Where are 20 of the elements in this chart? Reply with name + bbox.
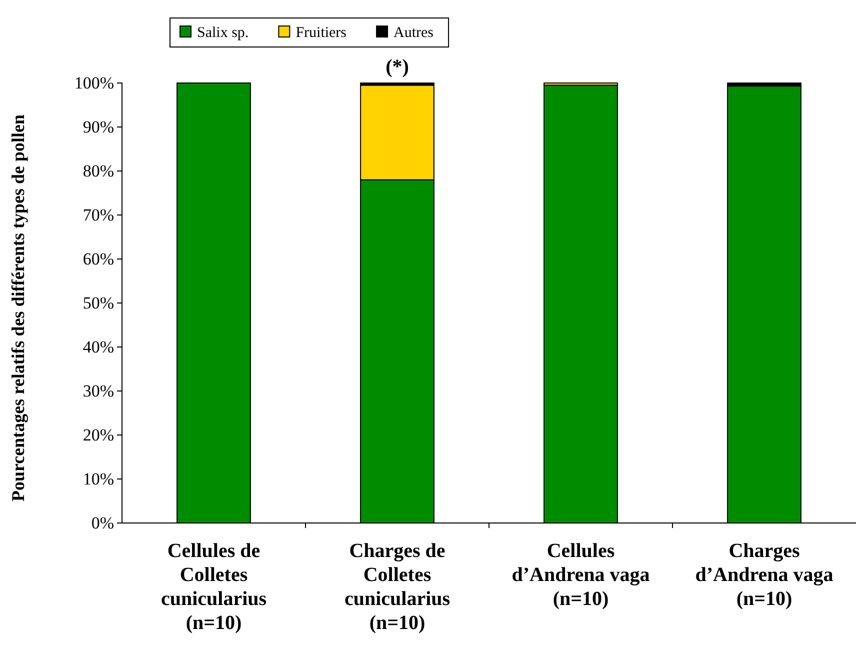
y-tick-label: 60% <box>82 249 114 268</box>
x-tick-label: Charges d’Andrena vaga (n=10) <box>695 540 834 610</box>
y-tick-label: 20% <box>82 425 114 444</box>
y-tick-label: 90% <box>82 117 114 136</box>
legend-label: Fruitiers <box>296 25 347 41</box>
y-tick-label: 70% <box>82 205 114 224</box>
x-tick-label: Charges de Colletes cunicularius (n=10) <box>344 540 450 634</box>
legend-label: Salix sp. <box>197 25 249 41</box>
annotation: (*) <box>386 56 409 78</box>
y-tick-label: 80% <box>82 161 114 180</box>
y-tick-label: 30% <box>82 381 114 400</box>
y-tick-label: 100% <box>74 73 114 92</box>
y-tick-label: 10% <box>82 469 114 488</box>
x-tick-label: Cellules de Colletes cunicularius (n=10) <box>160 540 267 634</box>
legend-label: Autres <box>394 25 434 41</box>
y-tick-label: 40% <box>82 337 114 356</box>
y-tick-label: 0% <box>91 513 114 532</box>
y-axis-title: Pourcentages relatifs des différents types de pollen <box>8 114 28 502</box>
x-tick-label: Cellules d’Andrena vaga (n=10) <box>512 540 650 610</box>
y-tick-label: 50% <box>82 293 114 312</box>
